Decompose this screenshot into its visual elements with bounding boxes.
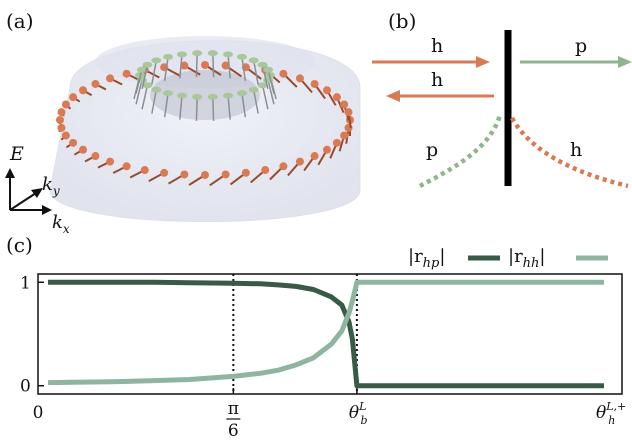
spin-arrow-outer [106, 74, 123, 86]
spin-arrow-outer [221, 61, 243, 78]
energy-surface [49, 36, 361, 222]
spin-arrow-outer [79, 86, 93, 97]
y-tick-label: 1 [20, 273, 31, 293]
spin-arrow-inner [151, 86, 162, 114]
spin-arrow-inner [207, 50, 218, 78]
spin-arrow-inner [135, 66, 147, 94]
legend-label-r-hh: |rhh| [508, 246, 546, 271]
spin-arrow-outer [188, 171, 209, 186]
panel-a: (a) E ky kx [5, 9, 361, 236]
incoming-hole-arrow [372, 56, 490, 68]
spin-arrow-outer [57, 123, 66, 133]
spin-arrow-outer [91, 79, 107, 91]
spin-arrow-outer [84, 152, 100, 163]
spin-arrow-outer [279, 69, 298, 88]
legend: |rhp| |rhh| [408, 246, 608, 271]
spin-arrow-inner [223, 51, 234, 79]
spin-arrow-outer [329, 138, 341, 159]
axis-triad [5, 168, 52, 215]
svg-text:π: π [228, 399, 239, 419]
left-curve-label: p [426, 139, 438, 161]
y-tick-label: 0 [20, 377, 31, 397]
spin-arrow-outer [129, 166, 149, 179]
spin-arrow-outer [112, 162, 131, 174]
x-tick-label: θL b [349, 400, 368, 427]
legend-label-r-hp: |rhp| [408, 246, 445, 271]
spin-arrows-inner-ring [133, 50, 277, 121]
spin-arrow-inner [176, 92, 187, 120]
spin-arrow-inner [248, 57, 259, 85]
spin-arrow-outer [60, 131, 70, 141]
panel-c-label: (c) [6, 233, 33, 257]
spin-arrow-outer [65, 138, 78, 149]
spin-arrow-outer [344, 108, 353, 129]
spin-arrow-outer [209, 170, 230, 187]
transmitted-particle-arrow [520, 56, 632, 68]
x-tick-label: θL,+ h [596, 400, 626, 427]
spin-arrow-outer [180, 61, 201, 76]
spin-arrow-outer [310, 79, 326, 100]
spin-arrow-inner [192, 50, 203, 78]
x-tick-label: 0 [33, 403, 44, 423]
right-curve-label: h [570, 139, 582, 161]
spin-arrow-outer [295, 74, 313, 94]
plot-area: 0 1 0 π6 θL b θL,+ h [20, 273, 626, 441]
spin-arrow-outer [287, 157, 304, 177]
series-line [47, 279, 604, 386]
x-tick-label: π6 [226, 399, 241, 441]
spin-arrow-outer [148, 168, 169, 182]
panel-b-label: (b) [388, 9, 416, 33]
spin-arrow-outer [303, 152, 319, 172]
spin-arrow-inner [223, 92, 234, 120]
energy-axis-label: E [9, 143, 24, 165]
spin-arrow-inner [163, 90, 174, 118]
spin-arrow-outer [56, 116, 64, 124]
spin-arrow-inner [192, 93, 203, 121]
spin-arrow-inner [207, 93, 218, 121]
spin-arrow-outer [168, 170, 189, 185]
series-line [48, 279, 604, 389]
transmitted-label: p [575, 35, 587, 57]
reflected-hole-arrow [386, 90, 494, 102]
spin-arrow-outer [73, 145, 88, 156]
spin-arrow-outer [322, 86, 337, 106]
spin-arrow-inner [257, 82, 269, 110]
hole-dispersion-curve [510, 116, 629, 189]
ky-axis-arrow [9, 192, 37, 211]
spin-arrow-outer [317, 145, 331, 166]
panel-a-label: (a) [6, 9, 34, 33]
svg-text:6: 6 [228, 421, 239, 441]
panel-c: (c) |rhp| |rhh| 0 1 0 π6 θL b θL,+ h [6, 233, 626, 441]
spin-arrow-inner [248, 86, 259, 114]
spin-arrow-inner [176, 51, 187, 79]
spin-arrow-inner [163, 53, 174, 81]
kx-axis-label: kx [52, 212, 70, 236]
plot-frame [37, 273, 623, 395]
spin-arrow-outer [97, 157, 115, 169]
spin-arrow-inner [141, 61, 153, 89]
particle-dispersion-curve [418, 114, 503, 188]
ky-axis-label: ky [42, 174, 60, 198]
spin-arrow-inner [236, 53, 247, 81]
incoming-label: h [431, 35, 443, 57]
spin-arrow-inner [141, 82, 153, 110]
reflected-label: h [431, 69, 443, 91]
spin-arrow-inner [151, 57, 162, 85]
spin-arrow-outer [57, 108, 66, 117]
panel-b: (b) h h p p h [372, 9, 632, 189]
spin-arrow-outer [229, 168, 250, 186]
spin-arrow-outer [269, 162, 288, 181]
spin-arrow-outer [338, 131, 349, 152]
spin-arrow-outer [61, 100, 72, 110]
spin-arrow-inner [263, 66, 275, 94]
spin-arrow-outer [69, 93, 81, 103]
spin-arrow-inner [236, 90, 247, 118]
spin-arrow-outer [250, 166, 270, 184]
